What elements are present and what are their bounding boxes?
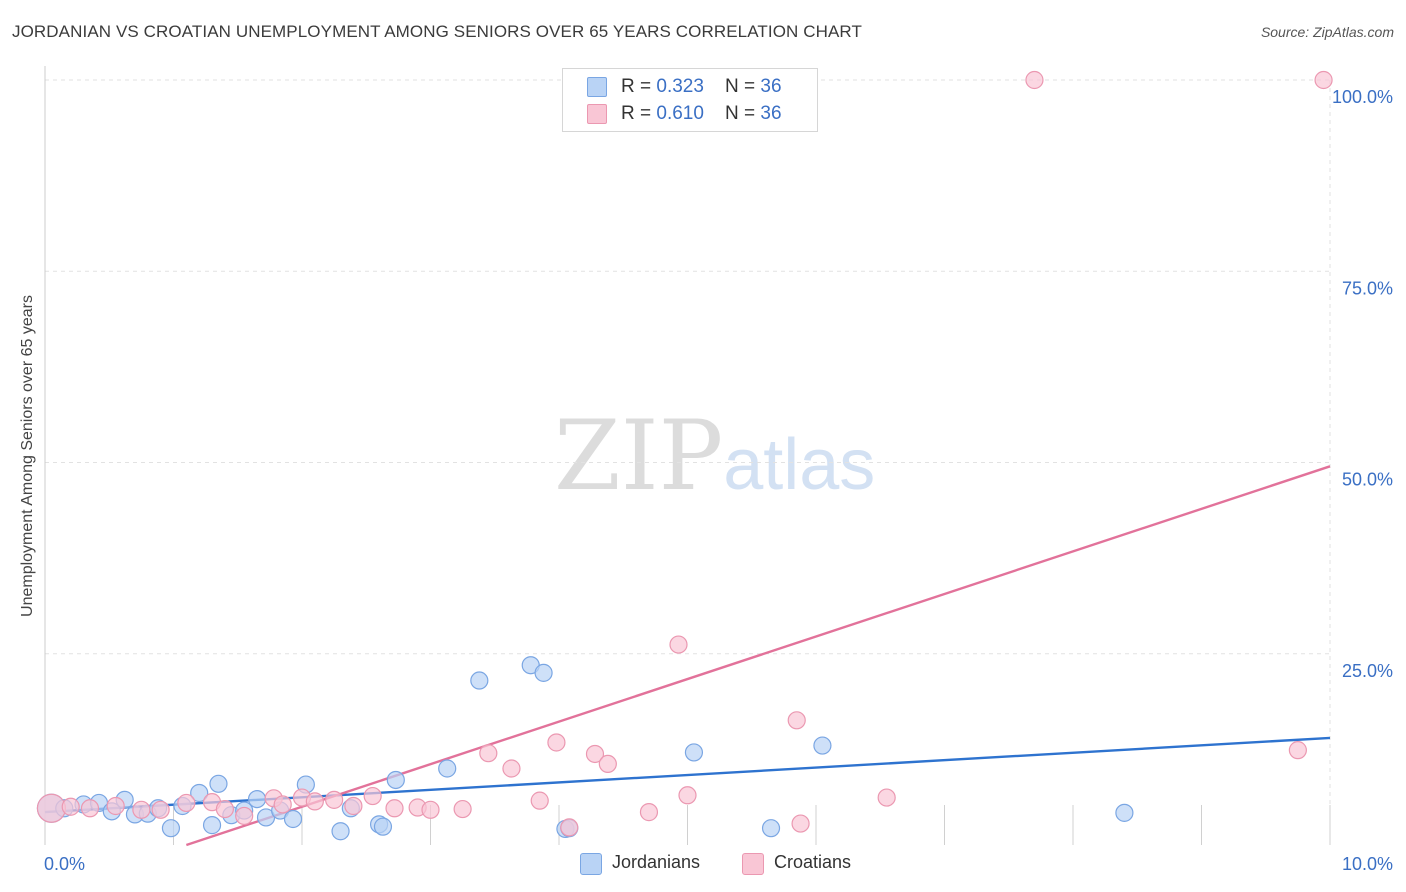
jordanians-point [470, 671, 489, 690]
n-label: N = [725, 76, 761, 97]
x-tick-label-min: 0.0% [44, 854, 85, 874]
croatians-point [1025, 70, 1044, 90]
tick-label-layer: 25.0% 50.0% 75.0% 100.0% 0.0% 10.0% [44, 87, 1393, 874]
jordanians-point [373, 817, 393, 836]
jordanians-point [209, 774, 228, 793]
croatians-point [421, 800, 440, 819]
jordanians-swatch-icon [587, 77, 607, 97]
legend-label: Croatians [774, 852, 852, 872]
croatians-point [344, 796, 363, 816]
croatians-point [215, 799, 234, 819]
croatians-point [598, 754, 617, 774]
croatians-trend-line [185, 465, 1331, 847]
jordanians-point [761, 819, 781, 838]
croatians-point [363, 786, 382, 806]
croatians-point [639, 803, 659, 822]
croatians-point [177, 793, 196, 813]
croatians-point [151, 800, 170, 819]
croatians-point [36, 793, 67, 823]
r-value: 0.610 [656, 103, 704, 124]
y-tick-label: 25.0% [1342, 661, 1393, 681]
jordanians-point [1115, 803, 1134, 822]
jordanians-point [161, 819, 181, 838]
grid-layer [45, 79, 1331, 845]
legend-row-text: R = 0.323 N = 36 [621, 76, 782, 98]
y-tick-label: 50.0% [1342, 470, 1393, 490]
y-tick-label: 100.0% [1332, 87, 1393, 107]
croatians-point [1314, 70, 1333, 90]
jordanians-point [190, 783, 209, 803]
croatians-point [325, 790, 344, 809]
croatians-point [547, 733, 566, 752]
croatians-point [235, 806, 254, 826]
axis-layer [44, 66, 1331, 845]
point-layer [36, 70, 1333, 841]
jordanians-point [331, 822, 350, 841]
croatians-point [80, 799, 100, 818]
n-value: 36 [760, 103, 782, 124]
croatians-point [530, 791, 549, 810]
jordanians-point [202, 816, 222, 835]
croatians-point [106, 796, 125, 816]
croatians-point [385, 799, 404, 818]
source-label: Source: ZipAtlas.com [1260, 24, 1394, 40]
zipatlas-watermark: ZIPatlas [554, 400, 875, 512]
croatians-point [678, 786, 697, 805]
jordanians-point [247, 789, 267, 809]
jordanians-point [684, 743, 704, 762]
croatians-point [877, 788, 896, 807]
jordanians-legend-icon [580, 853, 602, 875]
legend-label: Jordanians [612, 852, 701, 872]
n-value: 36 [760, 76, 782, 97]
croatians-swatch-icon [587, 104, 607, 124]
r-label: R = [621, 76, 657, 97]
x-tick-label-max: 10.0% [1342, 854, 1393, 874]
croatians-point [132, 800, 151, 819]
legend-row-text: R = 0.610 N = 36 [621, 103, 782, 125]
n-label: N = [725, 103, 761, 124]
croatians-point [585, 744, 605, 764]
jordanians-point [813, 736, 832, 755]
jordanians-point [534, 663, 553, 682]
croatians-point [453, 799, 472, 819]
croatians-point [669, 635, 688, 654]
croatians-point [479, 744, 498, 763]
croatians-point [560, 818, 579, 837]
croatians-point [273, 795, 292, 814]
jordanians-point [386, 770, 405, 790]
watermark-zip: ZIP [554, 400, 724, 512]
croatians-legend-icon [742, 853, 764, 875]
croatians-point [1288, 741, 1307, 760]
croatians-point [61, 797, 80, 816]
watermark-atlas: atlas [723, 425, 876, 505]
correlation-legend: R = 0.323 N = 36 R = 0.610 N = 36 [562, 68, 818, 132]
jordanians-point [438, 759, 457, 778]
croatians-point [791, 814, 810, 833]
croatians-point [787, 711, 806, 730]
r-label: R = [621, 103, 657, 124]
r-value: 0.323 [656, 76, 704, 97]
croatians-point [305, 792, 324, 811]
croatians-point [502, 759, 521, 778]
jordanians-point [283, 809, 303, 829]
y-tick-label: 75.0% [1342, 278, 1393, 298]
chart-title: JORDANIAN VS CROATIAN UNEMPLOYMENT AMONG… [12, 22, 862, 41]
